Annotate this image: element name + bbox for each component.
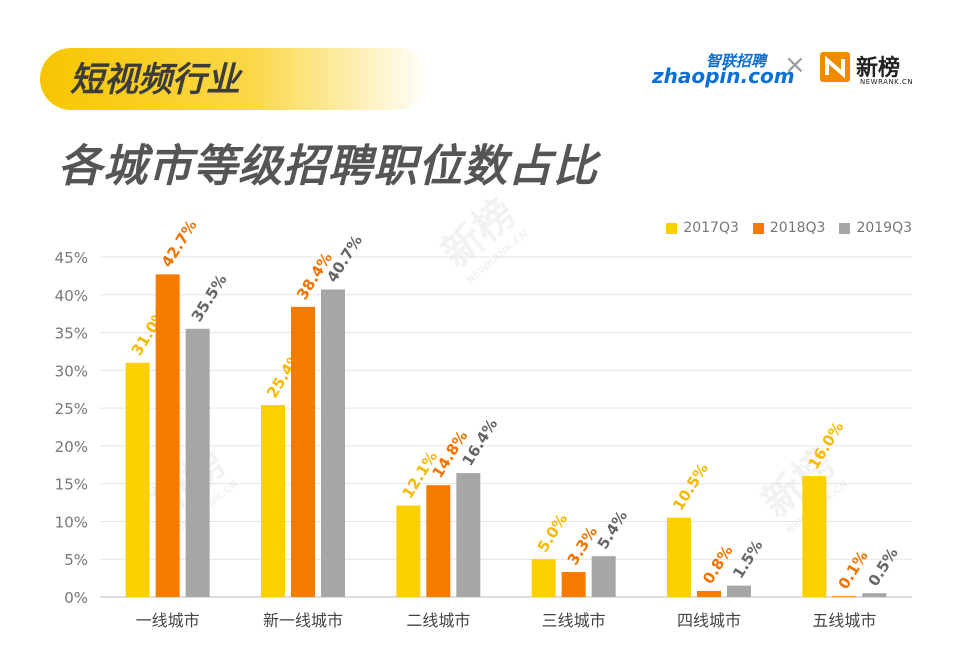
newrank-logo-sub: NEWRANK.CN bbox=[860, 78, 914, 86]
bar bbox=[155, 274, 180, 597]
bar bbox=[531, 559, 556, 597]
bar bbox=[125, 362, 150, 597]
bar bbox=[862, 593, 887, 597]
y-tick-label: 45% bbox=[55, 249, 88, 267]
legend-swatch bbox=[752, 222, 764, 234]
x-tick-label: 五线城市 bbox=[812, 611, 876, 630]
bar bbox=[291, 306, 315, 597]
legend-item-2018: 2018Q3 bbox=[752, 220, 825, 236]
logo-separator: × bbox=[784, 50, 806, 80]
legend-item-2017: 2017Q3 bbox=[666, 220, 739, 236]
y-tick-label: 35% bbox=[55, 325, 88, 343]
bar bbox=[426, 485, 451, 597]
y-tick-label: 30% bbox=[55, 362, 88, 380]
chart-legend: 2017Q3 2018Q3 2019Q3 bbox=[666, 220, 912, 236]
data-label: 0.1% bbox=[834, 548, 871, 593]
bar bbox=[832, 596, 857, 597]
x-tick-label: 一线城市 bbox=[136, 611, 200, 630]
section-tag-label: 短视频行业 bbox=[70, 60, 240, 100]
x-tick-label: 二线城市 bbox=[406, 611, 470, 630]
legend-item-2019: 2019Q3 bbox=[839, 220, 912, 236]
bar bbox=[667, 517, 691, 597]
y-tick-label: 25% bbox=[55, 400, 88, 418]
x-tick-label: 三线城市 bbox=[542, 611, 606, 630]
bar bbox=[321, 289, 345, 597]
page-title: 各城市等级招聘职位数占比 bbox=[58, 141, 598, 192]
zhaopin-logo: 智联招聘 zhaopin.com bbox=[652, 52, 795, 88]
bar bbox=[456, 473, 481, 597]
bar bbox=[261, 405, 285, 597]
bar bbox=[561, 572, 586, 597]
y-tick-label: 10% bbox=[55, 513, 88, 531]
newrank-logo: 新榜 bbox=[856, 56, 901, 81]
bar bbox=[697, 590, 721, 597]
y-tick-label: 15% bbox=[55, 476, 88, 494]
y-tick-label: 20% bbox=[55, 438, 88, 456]
newrank-logo-icon bbox=[820, 52, 850, 82]
data-label: 5.0% bbox=[534, 511, 571, 556]
data-label: 42.7% bbox=[158, 217, 201, 271]
bar bbox=[185, 328, 210, 597]
bar bbox=[727, 585, 751, 597]
data-label: 35.5% bbox=[188, 271, 231, 325]
section-tag bbox=[40, 48, 430, 110]
data-label: 5.4% bbox=[594, 507, 631, 552]
bar bbox=[591, 556, 616, 597]
bar bbox=[396, 505, 421, 597]
y-tick-label: 40% bbox=[55, 287, 88, 305]
legend-swatch bbox=[839, 222, 851, 234]
data-label: 10.5% bbox=[669, 460, 712, 514]
x-tick-label: 四线城市 bbox=[677, 611, 741, 630]
data-label: 0.5% bbox=[864, 545, 901, 590]
y-tick-label: 5% bbox=[64, 551, 88, 569]
data-label: 0.8% bbox=[699, 542, 736, 587]
legend-swatch bbox=[666, 222, 678, 234]
x-tick-label: 新一线城市 bbox=[263, 611, 343, 630]
y-tick-label: 0% bbox=[64, 589, 88, 607]
bar bbox=[802, 476, 827, 597]
